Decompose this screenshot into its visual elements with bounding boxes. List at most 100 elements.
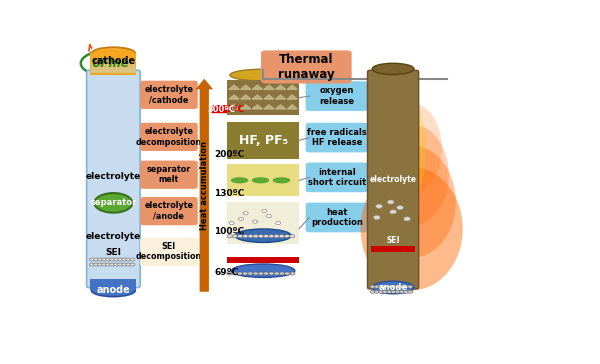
- Polygon shape: [287, 85, 298, 90]
- Circle shape: [243, 235, 248, 238]
- Text: electrolyte
/anode: electrolyte /anode: [145, 201, 193, 221]
- Ellipse shape: [361, 167, 463, 290]
- Polygon shape: [106, 59, 111, 72]
- Ellipse shape: [272, 177, 290, 183]
- Polygon shape: [252, 105, 262, 109]
- Text: electrolyte: electrolyte: [86, 232, 141, 241]
- Circle shape: [289, 235, 295, 238]
- Polygon shape: [241, 105, 251, 109]
- Circle shape: [89, 258, 95, 261]
- Circle shape: [118, 258, 123, 261]
- Text: separator: separator: [90, 198, 136, 207]
- Polygon shape: [275, 95, 286, 99]
- Circle shape: [227, 272, 232, 275]
- Ellipse shape: [91, 47, 136, 60]
- FancyBboxPatch shape: [261, 50, 352, 83]
- Text: SEI: SEI: [386, 237, 400, 245]
- Circle shape: [243, 212, 248, 215]
- Circle shape: [274, 272, 279, 275]
- FancyBboxPatch shape: [367, 70, 419, 289]
- Ellipse shape: [372, 63, 414, 75]
- Polygon shape: [264, 85, 274, 90]
- Ellipse shape: [367, 146, 456, 258]
- Text: electrolyte: electrolyte: [370, 175, 416, 184]
- Polygon shape: [91, 59, 96, 72]
- Circle shape: [227, 235, 233, 238]
- Text: HF, PF₅: HF, PF₅: [239, 134, 287, 147]
- Ellipse shape: [370, 83, 425, 217]
- Bar: [227, 122, 299, 159]
- Text: 300ºC: 300ºC: [208, 105, 236, 114]
- Circle shape: [404, 290, 409, 293]
- Polygon shape: [229, 105, 239, 109]
- Text: 130ºC: 130ºC: [215, 189, 245, 198]
- Circle shape: [269, 272, 274, 275]
- Circle shape: [280, 272, 284, 275]
- Text: 100ºC: 100ºC: [215, 227, 245, 236]
- FancyBboxPatch shape: [305, 162, 368, 192]
- Polygon shape: [264, 95, 274, 99]
- Circle shape: [253, 272, 258, 275]
- Circle shape: [274, 235, 279, 238]
- Text: oxygen
release: oxygen release: [319, 86, 354, 106]
- Text: free radicals
HF release: free radicals HF release: [307, 128, 367, 147]
- Circle shape: [259, 272, 263, 275]
- Text: 300ºC: 300ºC: [215, 105, 245, 114]
- Circle shape: [388, 200, 394, 204]
- Bar: [91, 279, 136, 290]
- Text: electrolyte
/cathode: electrolyte /cathode: [145, 85, 193, 104]
- Circle shape: [400, 290, 404, 293]
- Circle shape: [242, 272, 248, 275]
- Text: UFine: UFine: [91, 57, 129, 70]
- Circle shape: [232, 235, 238, 238]
- Circle shape: [106, 258, 111, 261]
- Ellipse shape: [231, 177, 248, 183]
- FancyBboxPatch shape: [140, 123, 198, 151]
- Circle shape: [122, 263, 127, 266]
- Circle shape: [114, 263, 119, 266]
- Text: 200ºC: 200ºC: [215, 150, 245, 159]
- Circle shape: [114, 258, 119, 261]
- Bar: [227, 80, 299, 115]
- Ellipse shape: [382, 103, 442, 193]
- Polygon shape: [287, 105, 298, 109]
- Text: separator
melt: separator melt: [147, 165, 191, 185]
- Circle shape: [387, 290, 392, 293]
- Circle shape: [290, 272, 295, 275]
- FancyBboxPatch shape: [211, 105, 232, 113]
- Circle shape: [383, 290, 388, 293]
- Circle shape: [130, 258, 135, 261]
- Circle shape: [266, 214, 271, 218]
- Circle shape: [408, 285, 413, 288]
- Circle shape: [269, 235, 274, 238]
- Circle shape: [89, 263, 95, 266]
- Circle shape: [284, 272, 290, 275]
- FancyBboxPatch shape: [305, 203, 368, 232]
- FancyBboxPatch shape: [140, 81, 198, 109]
- FancyBboxPatch shape: [140, 197, 198, 225]
- Circle shape: [370, 290, 375, 293]
- Ellipse shape: [372, 281, 414, 294]
- Bar: [371, 246, 415, 252]
- Text: Heat accumulation: Heat accumulation: [200, 141, 209, 230]
- Circle shape: [106, 263, 111, 266]
- Circle shape: [383, 285, 388, 288]
- Polygon shape: [252, 95, 262, 99]
- Circle shape: [248, 272, 253, 275]
- Circle shape: [130, 263, 135, 266]
- Polygon shape: [275, 85, 286, 90]
- Circle shape: [238, 217, 244, 220]
- Circle shape: [379, 285, 383, 288]
- Circle shape: [370, 285, 375, 288]
- Text: SEI: SEI: [106, 248, 121, 257]
- Bar: [227, 164, 299, 197]
- Text: Thermal
runaway: Thermal runaway: [278, 53, 335, 81]
- Circle shape: [408, 290, 413, 293]
- FancyBboxPatch shape: [305, 81, 368, 111]
- Circle shape: [248, 235, 253, 238]
- Polygon shape: [229, 85, 239, 90]
- Circle shape: [391, 290, 396, 293]
- Ellipse shape: [235, 229, 291, 242]
- Circle shape: [397, 206, 403, 210]
- Circle shape: [126, 258, 131, 261]
